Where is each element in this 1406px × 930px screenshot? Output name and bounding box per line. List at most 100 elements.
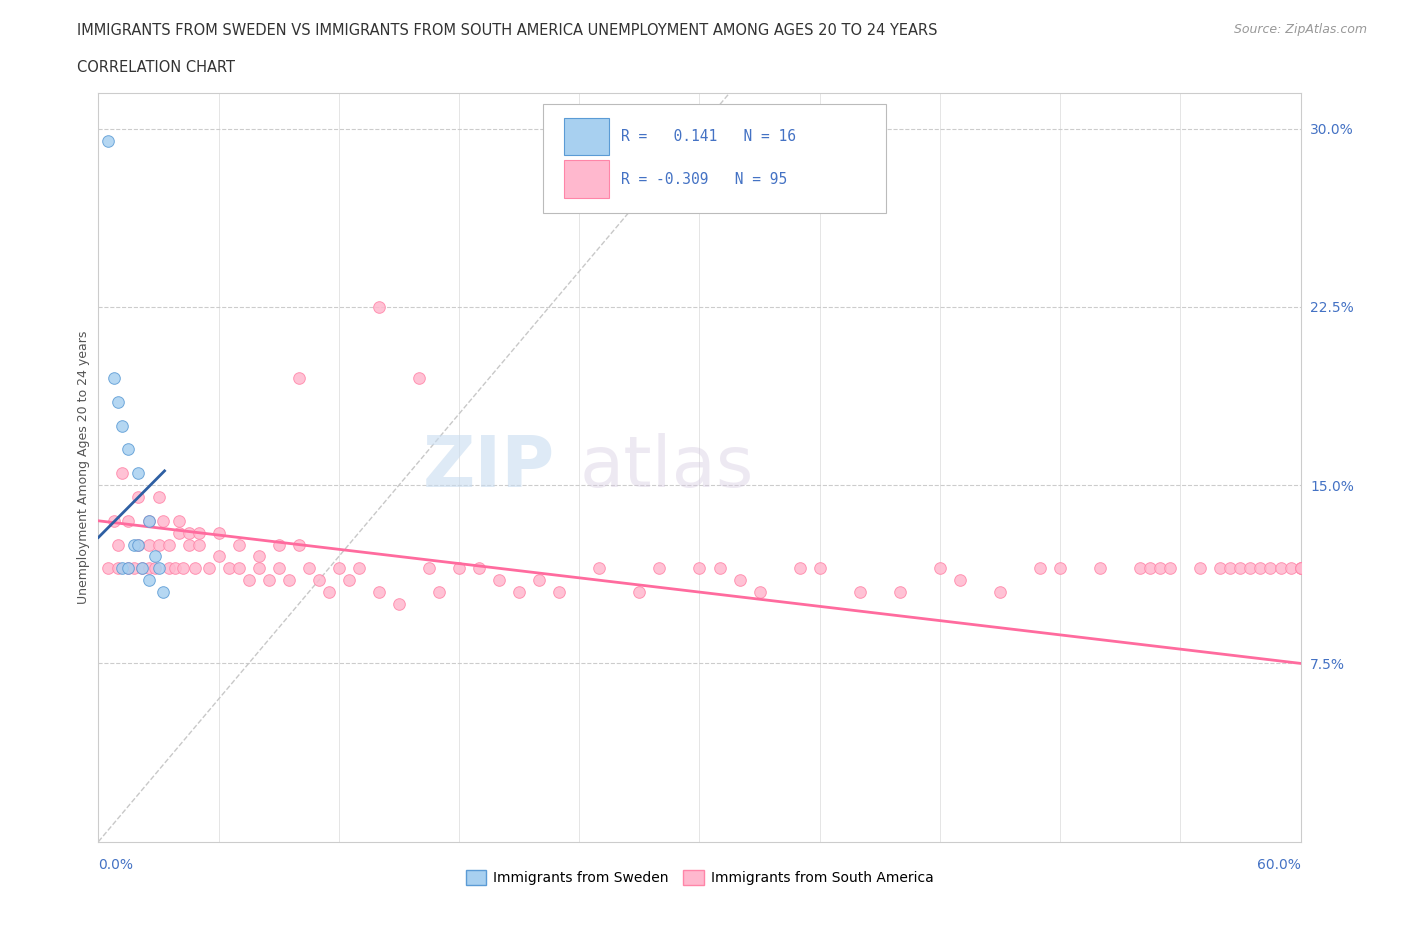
Point — [152, 585, 174, 600]
Point — [167, 525, 190, 540]
Point — [1250, 561, 1272, 576]
Point — [628, 585, 651, 600]
Point — [1159, 561, 1181, 576]
Point — [247, 549, 270, 564]
Point — [163, 561, 186, 576]
Point — [648, 561, 671, 576]
Point — [131, 561, 153, 576]
Point — [347, 561, 370, 576]
Point — [277, 573, 299, 588]
Point — [988, 585, 1011, 600]
Point — [1029, 561, 1052, 576]
FancyBboxPatch shape — [564, 118, 609, 155]
Point — [131, 561, 153, 576]
Point — [1219, 561, 1241, 576]
Point — [148, 538, 170, 552]
Point — [328, 561, 350, 576]
Point — [689, 561, 711, 576]
Point — [143, 549, 166, 564]
Point — [111, 466, 134, 481]
Point — [418, 561, 440, 576]
Point — [447, 561, 470, 576]
Point — [949, 573, 972, 588]
Point — [128, 489, 150, 504]
Point — [218, 561, 240, 576]
Point — [107, 561, 129, 576]
Point — [288, 371, 311, 386]
Point — [143, 561, 166, 576]
Point — [748, 585, 770, 600]
Point — [1129, 561, 1152, 576]
Point — [529, 573, 551, 588]
Point — [1289, 561, 1312, 576]
Point — [128, 466, 150, 481]
Point — [117, 561, 139, 576]
Text: IMMIGRANTS FROM SWEDEN VS IMMIGRANTS FROM SOUTH AMERICA UNEMPLOYMENT AMONG AGES : IMMIGRANTS FROM SWEDEN VS IMMIGRANTS FRO… — [77, 23, 938, 38]
Text: CORRELATION CHART: CORRELATION CHART — [77, 60, 235, 75]
Point — [177, 538, 200, 552]
Point — [138, 513, 160, 528]
Point — [228, 561, 250, 576]
Point — [197, 561, 219, 576]
Point — [427, 585, 450, 600]
Point — [187, 538, 209, 552]
Point — [267, 538, 290, 552]
Point — [157, 538, 180, 552]
Point — [107, 394, 129, 409]
Point — [298, 561, 321, 576]
Point — [588, 561, 610, 576]
Point — [257, 573, 280, 588]
Point — [488, 573, 510, 588]
Point — [1289, 561, 1312, 576]
Point — [508, 585, 530, 600]
Point — [408, 371, 430, 386]
Point — [1149, 561, 1171, 576]
Text: ZIP: ZIP — [423, 432, 555, 502]
Point — [808, 561, 831, 576]
Point — [117, 513, 139, 528]
Point — [238, 573, 260, 588]
Point — [1088, 561, 1111, 576]
Point — [849, 585, 872, 600]
Point — [1289, 561, 1312, 576]
Point — [337, 573, 360, 588]
Point — [111, 561, 134, 576]
Point — [107, 538, 129, 552]
Legend: Immigrants from Sweden, Immigrants from South America: Immigrants from Sweden, Immigrants from … — [460, 865, 939, 891]
Point — [247, 561, 270, 576]
Point — [187, 525, 209, 540]
Point — [138, 513, 160, 528]
Point — [308, 573, 330, 588]
Point — [148, 561, 170, 576]
Point — [1189, 561, 1212, 576]
FancyBboxPatch shape — [564, 160, 609, 198]
Point — [208, 549, 231, 564]
Point — [111, 418, 134, 433]
Point — [128, 538, 150, 552]
Point — [889, 585, 911, 600]
Point — [318, 585, 340, 600]
Point — [728, 573, 751, 588]
Y-axis label: Unemployment Among Ages 20 to 24 years: Unemployment Among Ages 20 to 24 years — [77, 331, 90, 604]
Point — [117, 561, 139, 576]
Point — [103, 371, 125, 386]
Point — [1279, 561, 1302, 576]
Point — [1049, 561, 1071, 576]
Point — [368, 299, 391, 314]
Point — [148, 489, 170, 504]
Point — [152, 513, 174, 528]
Point — [103, 513, 125, 528]
Point — [177, 525, 200, 540]
Point — [172, 561, 194, 576]
Point — [167, 513, 190, 528]
Point — [1270, 561, 1292, 576]
Point — [97, 133, 120, 148]
Text: Source: ZipAtlas.com: Source: ZipAtlas.com — [1233, 23, 1367, 36]
FancyBboxPatch shape — [543, 104, 886, 213]
Text: R =   0.141   N = 16: R = 0.141 N = 16 — [621, 129, 796, 144]
Point — [468, 561, 491, 576]
Point — [929, 561, 952, 576]
Point — [267, 561, 290, 576]
Point — [117, 442, 139, 457]
Point — [138, 538, 160, 552]
